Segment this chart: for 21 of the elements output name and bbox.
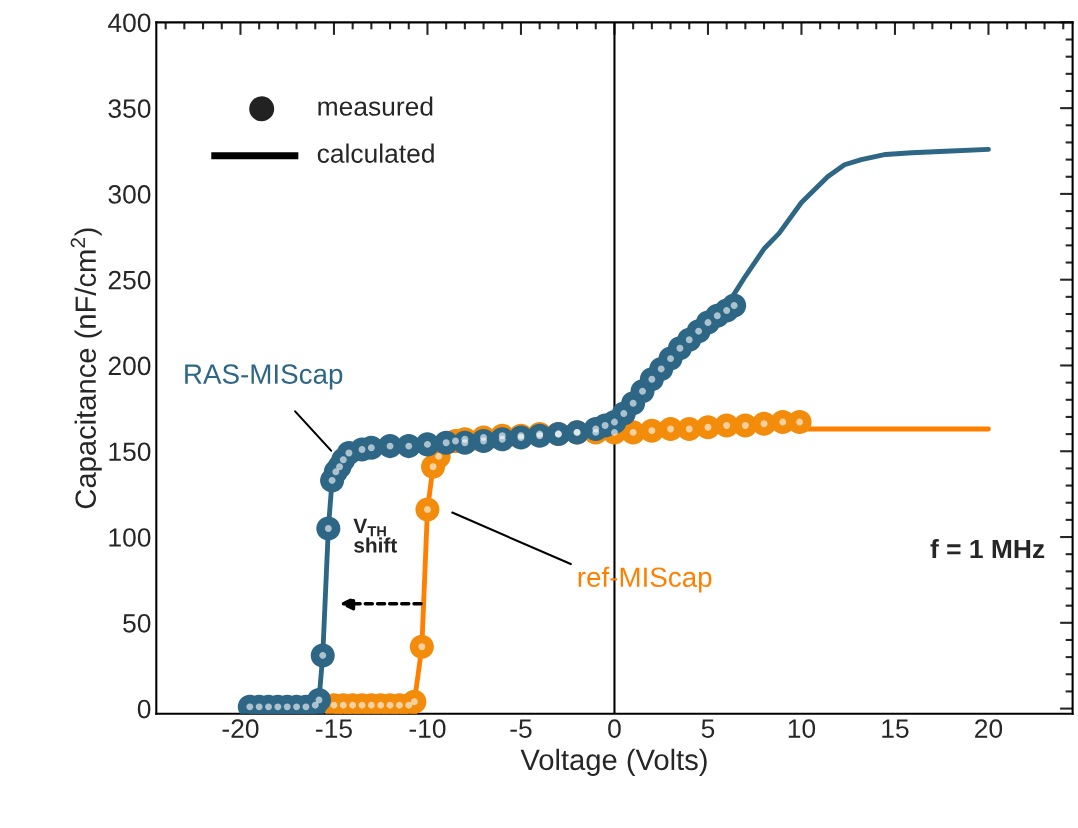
y-tick-label: 250 xyxy=(108,270,151,290)
x-tick-label: -10 xyxy=(409,719,446,738)
x-tick-label: 15 xyxy=(882,719,909,738)
x-tick-label: -15 xyxy=(316,719,352,738)
x-tick-label: 10 xyxy=(788,719,816,738)
x-axis-title: Voltage (Volts) xyxy=(520,748,707,776)
annotation: measured xyxy=(318,96,433,116)
y-tick-label: 350 xyxy=(108,99,151,118)
x-tick-label: 5 xyxy=(701,719,715,738)
x-tick-label: -20 xyxy=(222,719,259,738)
y-axis-title: Capacitance (nF/cm$^{2}$) xyxy=(70,228,102,509)
y-tick-label: 0 xyxy=(137,699,151,719)
y-tick-label: 100 xyxy=(109,528,151,547)
x-tick-label: 20 xyxy=(975,719,1003,738)
y-tick-label: 400 xyxy=(108,13,151,33)
y-tick-label: 50 xyxy=(123,613,151,633)
y-tick-label: 150 xyxy=(109,442,151,462)
x-tick-label: -5 xyxy=(510,719,532,738)
y-tick-label: 300 xyxy=(108,185,151,204)
y-tick-label: 200 xyxy=(108,356,151,376)
x-tick-label: 0 xyxy=(608,719,621,738)
